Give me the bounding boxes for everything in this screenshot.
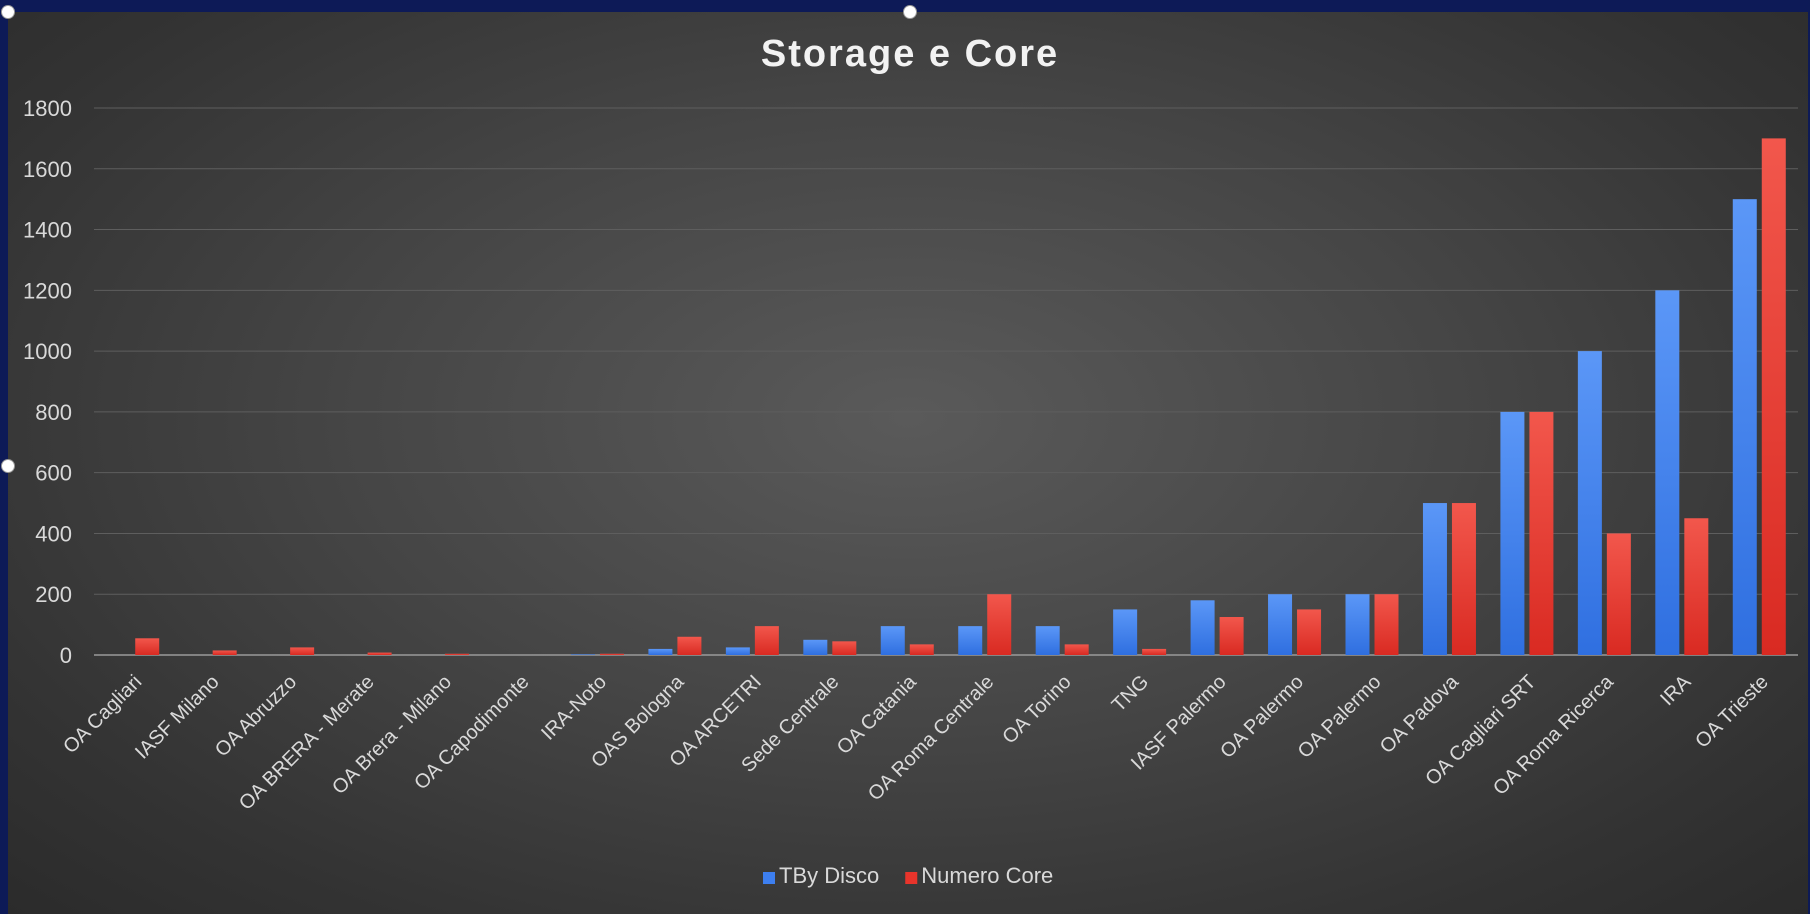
bar-tby-disco[interactable] xyxy=(1500,411,1525,655)
bar-numero-core[interactable] xyxy=(1142,648,1167,655)
x-tick-label: OA Palermo xyxy=(1294,671,1386,763)
chart-area[interactable]: Storage e Core 0 200 400 600 800 1000 1200 1400… xyxy=(1,5,1808,914)
y-tick-label: 800 xyxy=(35,400,72,425)
bar-numero-core[interactable] xyxy=(1451,503,1476,655)
bar-tby-disco[interactable] xyxy=(1732,199,1757,655)
x-tick-label: IRA-Noto xyxy=(537,671,611,745)
legend-label: Numero Core xyxy=(921,863,1053,888)
bar-numero-core[interactable] xyxy=(135,638,160,655)
bar-tby-disco[interactable] xyxy=(1345,594,1370,655)
bar-tby-disco[interactable] xyxy=(1422,503,1447,655)
y-tick-label: 1800 xyxy=(23,96,72,121)
bar-numero-core[interactable] xyxy=(367,652,392,655)
x-tick-label: IASF Milano xyxy=(131,671,224,764)
bar-tby-disco[interactable] xyxy=(1190,600,1215,655)
legend-swatch xyxy=(905,872,918,884)
resize-handle-left[interactable] xyxy=(1,459,15,473)
bar-numero-core[interactable] xyxy=(212,650,237,655)
bar-tby-disco[interactable] xyxy=(1113,609,1138,655)
legend-swatch xyxy=(763,872,775,884)
y-tick-label: 1200 xyxy=(23,278,72,303)
bar-tby-disco[interactable] xyxy=(803,639,828,655)
y-tick-label: 200 xyxy=(35,582,72,607)
bar-numero-core[interactable] xyxy=(1219,617,1244,655)
x-tick-label: IRA xyxy=(1656,671,1696,711)
resize-handle-top[interactable] xyxy=(903,5,917,19)
bar-numero-core[interactable] xyxy=(754,626,779,655)
bar-numero-core[interactable] xyxy=(290,647,315,655)
x-tick-label: TNG xyxy=(1108,671,1153,716)
bar-tby-disco[interactable] xyxy=(1268,594,1293,655)
y-tick-label: 1400 xyxy=(23,218,72,243)
x-tick-label: OA Torino xyxy=(998,671,1075,748)
bar-numero-core[interactable] xyxy=(1529,411,1554,655)
bar-numero-core[interactable] xyxy=(599,653,624,655)
bar-chart: Storage e Core 0 200 400 600 800 1000 1200 1400… xyxy=(23,33,1798,888)
bar-numero-core[interactable] xyxy=(832,641,857,655)
gridlines xyxy=(94,107,1798,656)
resize-handle-top-left[interactable] xyxy=(1,5,15,19)
bar-numero-core[interactable] xyxy=(1374,594,1399,655)
bar-tby-disco[interactable] xyxy=(1655,290,1680,655)
y-tick-label: 0 xyxy=(60,643,72,668)
chart-title: Storage e Core xyxy=(761,33,1059,75)
x-tick-label: OA BRERA - Merate xyxy=(235,671,379,815)
y-tick-label: 600 xyxy=(35,461,72,486)
y-axis-ticks: 0 200 400 600 800 1000 1200 1400 1600 1800 xyxy=(23,96,72,668)
y-tick-label: 1600 xyxy=(23,157,72,182)
x-tick-label: OA Trieste xyxy=(1691,671,1773,753)
bar-numero-core[interactable] xyxy=(677,636,702,655)
y-tick-label: 400 xyxy=(35,521,72,546)
bar-tby-disco[interactable] xyxy=(725,647,750,655)
bar-tby-disco[interactable] xyxy=(648,648,673,655)
bar-numero-core[interactable] xyxy=(1761,138,1786,655)
legend: TBy Disco Numero Core xyxy=(763,863,1053,888)
legend-label: TBy Disco xyxy=(779,863,879,888)
bars xyxy=(135,138,1786,655)
bar-numero-core[interactable] xyxy=(1606,533,1631,655)
bar-numero-core[interactable] xyxy=(909,644,934,655)
bar-tby-disco[interactable] xyxy=(958,626,983,655)
bar-numero-core[interactable] xyxy=(445,653,470,655)
bar-numero-core[interactable] xyxy=(987,594,1012,655)
bar-numero-core[interactable] xyxy=(1297,609,1322,655)
bar-tby-disco[interactable] xyxy=(1035,626,1060,655)
bar-tby-disco[interactable] xyxy=(1577,351,1602,655)
bar-numero-core[interactable] xyxy=(1064,644,1089,655)
bar-tby-disco[interactable] xyxy=(570,654,595,655)
bar-tby-disco[interactable] xyxy=(880,626,905,655)
bar-numero-core[interactable] xyxy=(1684,518,1709,655)
y-tick-label: 1000 xyxy=(23,339,72,364)
